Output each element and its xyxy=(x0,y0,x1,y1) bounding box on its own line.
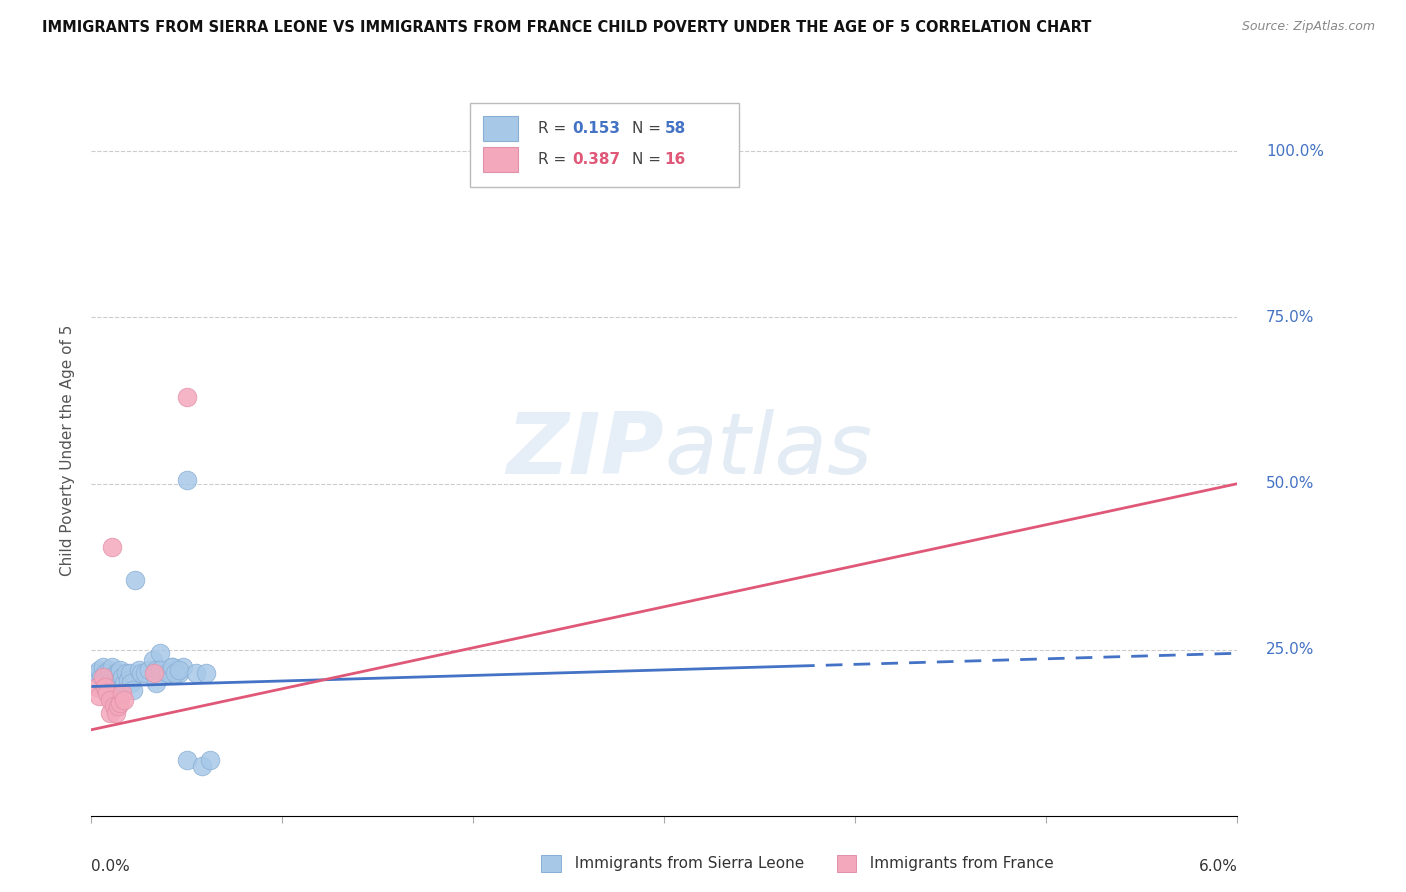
Point xyxy=(96,686,118,700)
Text: Immigrants from Sierra Leone: Immigrants from Sierra Leone xyxy=(565,856,804,871)
Point xyxy=(176,753,198,767)
Text: 25.0%: 25.0% xyxy=(1265,642,1315,657)
Point xyxy=(176,474,198,488)
Point xyxy=(111,680,134,694)
Point xyxy=(153,666,176,681)
Text: 0.153: 0.153 xyxy=(572,121,620,136)
Point xyxy=(100,666,122,681)
Text: Immigrants from France: Immigrants from France xyxy=(860,856,1054,871)
Point xyxy=(107,699,129,714)
Point xyxy=(100,693,122,707)
Point xyxy=(86,666,108,681)
Point xyxy=(103,680,125,694)
Point xyxy=(87,663,110,677)
Point xyxy=(117,673,139,687)
Point xyxy=(134,666,156,681)
Y-axis label: Child Poverty Under the Age of 5: Child Poverty Under the Age of 5 xyxy=(59,325,75,576)
Point xyxy=(101,540,124,554)
Point xyxy=(91,669,114,683)
Point xyxy=(111,669,134,683)
Text: 6.0%: 6.0% xyxy=(1198,859,1237,874)
Point xyxy=(105,706,128,720)
Point xyxy=(91,659,114,673)
Point xyxy=(149,663,172,677)
Point xyxy=(100,680,122,694)
Point xyxy=(145,663,167,677)
Text: atlas: atlas xyxy=(664,409,872,492)
Point xyxy=(91,680,114,694)
Point xyxy=(100,706,122,720)
Point xyxy=(105,666,128,681)
Point xyxy=(176,390,198,404)
Bar xyxy=(484,147,517,172)
Point xyxy=(145,676,167,690)
Point xyxy=(129,666,152,681)
Text: R =: R = xyxy=(538,152,571,167)
Point xyxy=(143,666,166,681)
Bar xyxy=(484,116,517,141)
Point xyxy=(186,666,208,681)
Text: 16: 16 xyxy=(664,152,686,167)
Point xyxy=(194,666,217,681)
Text: IMMIGRANTS FROM SIERRA LEONE VS IMMIGRANTS FROM FRANCE CHILD POVERTY UNDER THE A: IMMIGRANTS FROM SIERRA LEONE VS IMMIGRAN… xyxy=(42,20,1091,35)
Text: N =: N = xyxy=(633,152,666,167)
Point xyxy=(101,669,124,683)
Point xyxy=(96,669,118,683)
Point xyxy=(108,663,131,677)
Point xyxy=(160,659,183,673)
Text: N =: N = xyxy=(633,121,666,136)
Point xyxy=(96,686,118,700)
Point xyxy=(108,696,131,710)
Text: 100.0%: 100.0% xyxy=(1265,144,1324,159)
Point xyxy=(100,673,122,687)
Point xyxy=(191,759,214,773)
Text: Source: ZipAtlas.com: Source: ZipAtlas.com xyxy=(1241,20,1375,33)
Text: 58: 58 xyxy=(664,121,686,136)
Text: 0.0%: 0.0% xyxy=(91,859,131,874)
Point xyxy=(103,676,125,690)
Point xyxy=(86,680,108,694)
Point xyxy=(97,663,120,677)
Text: 75.0%: 75.0% xyxy=(1265,310,1315,325)
Point xyxy=(160,659,183,673)
Point xyxy=(172,659,194,673)
Text: R =: R = xyxy=(538,121,571,136)
Point xyxy=(165,666,187,681)
Point xyxy=(90,669,112,683)
Point xyxy=(122,682,145,697)
Point xyxy=(94,676,117,690)
Point xyxy=(101,659,124,673)
Point xyxy=(149,646,172,660)
Text: 50.0%: 50.0% xyxy=(1265,476,1315,491)
Point xyxy=(165,663,187,677)
Point xyxy=(156,666,179,681)
Point xyxy=(112,693,135,707)
Point xyxy=(156,666,179,681)
Point xyxy=(103,699,125,714)
Point xyxy=(108,673,131,687)
FancyBboxPatch shape xyxy=(470,103,738,187)
Point xyxy=(138,663,160,677)
Point xyxy=(112,676,135,690)
Point xyxy=(94,680,117,694)
Point xyxy=(198,753,221,767)
Point xyxy=(118,666,141,681)
Point xyxy=(121,676,143,690)
Point xyxy=(128,663,150,677)
Point xyxy=(107,666,129,681)
Point xyxy=(167,663,190,677)
Point xyxy=(111,686,134,700)
Point xyxy=(141,653,163,667)
Point xyxy=(87,690,110,704)
Text: 0.387: 0.387 xyxy=(572,152,621,167)
Point xyxy=(124,573,146,587)
Point xyxy=(105,673,128,687)
Text: ZIP: ZIP xyxy=(506,409,664,492)
Point xyxy=(97,680,120,694)
Point xyxy=(107,680,129,694)
Point xyxy=(114,666,136,681)
Point xyxy=(167,666,190,681)
Point xyxy=(94,666,117,681)
